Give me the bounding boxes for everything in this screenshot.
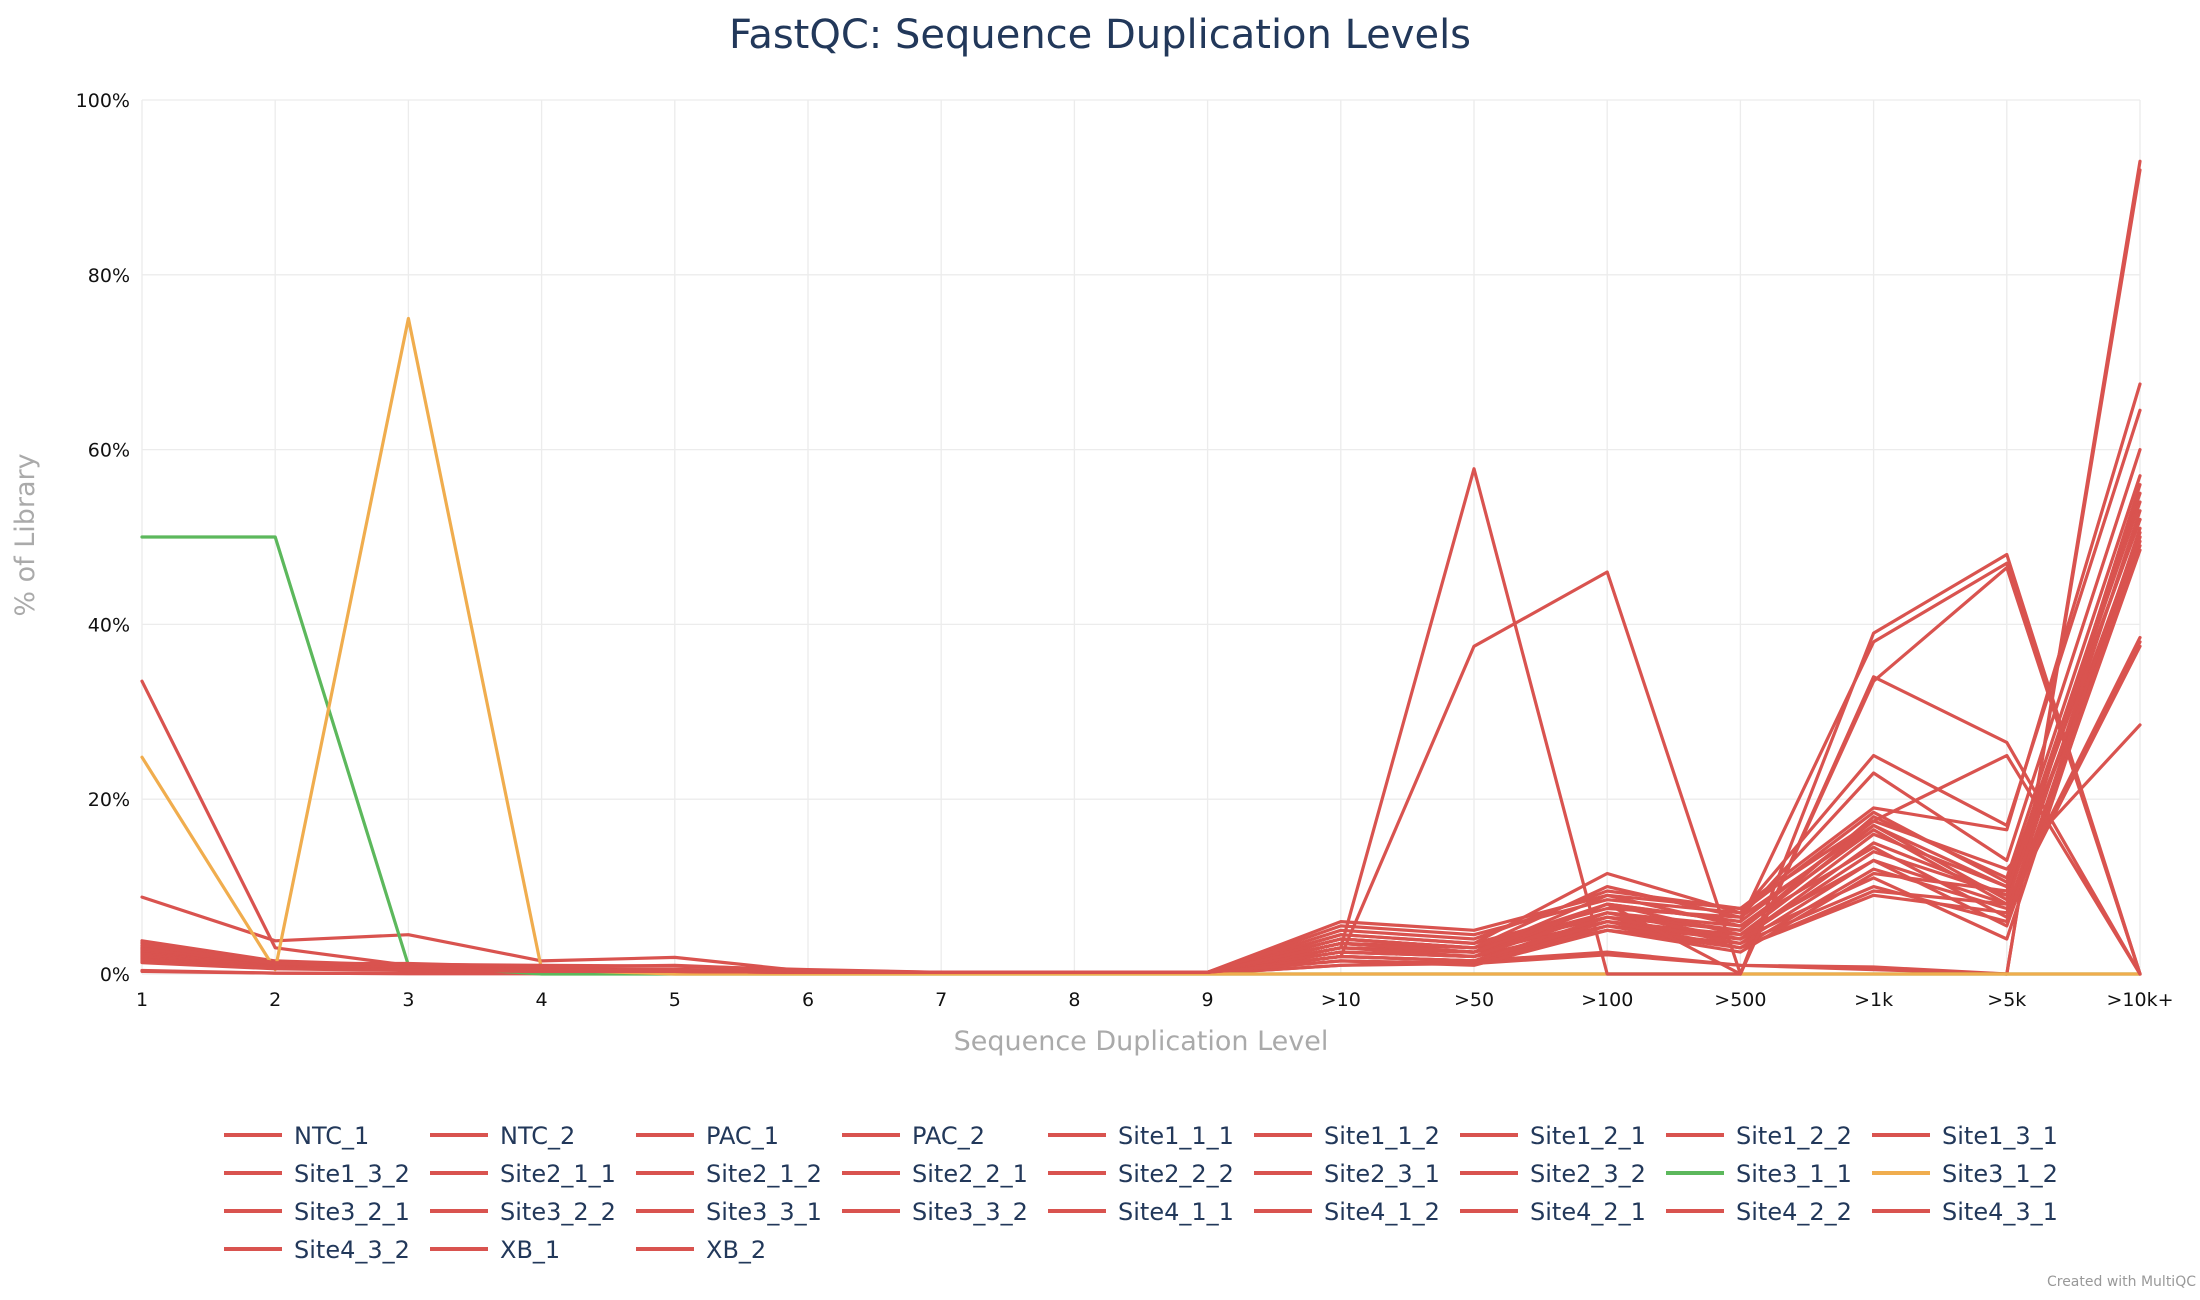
legend-item-Site1_3_1[interactable]: Site1_3_1: [1872, 1122, 2058, 1150]
x-tick-label: >10k+: [2106, 989, 2173, 1011]
series-line-PAC_2[interactable]: [140, 552, 2142, 976]
x-tick-label: 5: [669, 989, 681, 1011]
legend-item-Site4_3_1[interactable]: Site4_3_1: [1872, 1198, 2058, 1226]
legend-item-Site1_2_1[interactable]: Site1_2_1: [1460, 1122, 1646, 1150]
legend-label: Site1_1_1: [1118, 1122, 1234, 1150]
series-line-Site2_3_2[interactable]: [140, 635, 2142, 974]
legend-item-Site3_3_2[interactable]: Site3_3_2: [842, 1198, 1028, 1226]
legend-label: Site2_3_1: [1324, 1160, 1440, 1188]
y-tick-label: 0%: [100, 964, 130, 986]
legend-label: PAC_1: [706, 1122, 779, 1150]
legend-label: Site4_2_2: [1736, 1198, 1852, 1226]
legend-item-Site2_2_1[interactable]: Site2_2_1: [842, 1160, 1028, 1188]
legend-item-XB_1[interactable]: XB_1: [430, 1236, 560, 1264]
legend-label: Site3_1_1: [1736, 1160, 1852, 1188]
x-tick-label: 4: [536, 989, 548, 1011]
x-tick-label: 9: [1202, 989, 1214, 1011]
legend-label: Site3_3_2: [912, 1198, 1028, 1226]
x-tick-label: >1k: [1854, 989, 1893, 1011]
series-line-XB_2[interactable]: [140, 565, 2142, 976]
legend-item-Site2_1_2[interactable]: Site2_1_2: [636, 1160, 822, 1188]
legend-item-Site3_2_2[interactable]: Site3_2_2: [430, 1198, 616, 1226]
legend-label: Site2_3_2: [1530, 1160, 1646, 1188]
legend-item-Site1_3_2[interactable]: Site1_3_2: [224, 1160, 410, 1188]
legend-label: Site1_1_2: [1324, 1122, 1440, 1150]
legend-label: Site3_2_1: [294, 1198, 410, 1226]
series-lines: [140, 159, 2142, 976]
x-tick-label: >100: [1581, 989, 1633, 1011]
legend-item-Site4_2_1[interactable]: Site4_2_1: [1460, 1198, 1646, 1226]
x-tick-label: >10: [1321, 989, 1361, 1011]
legend-item-Site4_2_2[interactable]: Site4_2_2: [1666, 1198, 1852, 1226]
x-tick-label: 7: [935, 989, 947, 1011]
legend-label: Site2_2_1: [912, 1160, 1028, 1188]
legend-item-Site4_3_2[interactable]: Site4_3_2: [224, 1236, 410, 1264]
legend-item-Site1_2_2[interactable]: Site1_2_2: [1666, 1122, 1852, 1150]
x-tick-label: 1: [136, 989, 148, 1011]
series-line-Site1_2_2[interactable]: [140, 474, 2142, 974]
series-line-Site3_1_2[interactable]: [140, 316, 2142, 976]
x-tick-label: 3: [402, 989, 414, 1011]
legend-item-Site4_1_1[interactable]: Site4_1_1: [1048, 1198, 1234, 1226]
y-tick-label: 80%: [88, 265, 130, 287]
x-tick-label: 2: [269, 989, 281, 1011]
x-axis-ticks: 1 2 3 4 5 6 7 8 9 >10 >50 >100 >500 >1k >5k >10k+: [136, 989, 2174, 1011]
y-axis-title: % of Library: [10, 453, 41, 616]
legend: NTC_1 NTC_2 PAC_1 PAC_2 Site1_1_1 Site1_1_2 Si…: [224, 1122, 2058, 1264]
legend-item-Site4_1_2[interactable]: Site4_1_2: [1254, 1198, 1440, 1226]
legend-label: XB_1: [500, 1236, 560, 1264]
legend-item-Site3_3_1[interactable]: Site3_3_1: [636, 1198, 822, 1226]
legend-item-PAC_1[interactable]: PAC_1: [636, 1122, 779, 1150]
legend-label: Site4_2_1: [1530, 1198, 1646, 1226]
series-line-Site4_2_1[interactable]: [140, 509, 2142, 974]
legend-label: Site3_3_1: [706, 1198, 822, 1226]
y-tick-label: 100%: [76, 90, 130, 112]
chart-title: FastQC: Sequence Duplication Levels: [729, 12, 1471, 58]
x-tick-label: >5k: [1987, 989, 2026, 1011]
legend-label: Site2_2_2: [1118, 1160, 1234, 1188]
legend-label: Site3_1_2: [1942, 1160, 2058, 1188]
legend-label: NTC_1: [294, 1122, 369, 1150]
y-tick-label: 20%: [88, 789, 130, 811]
y-axis-ticks: 0% 20% 40% 60% 80% 100%: [76, 90, 130, 986]
legend-item-Site1_1_2[interactable]: Site1_1_2: [1254, 1122, 1440, 1150]
legend-label: Site1_2_2: [1736, 1122, 1852, 1150]
legend-item-Site2_3_2[interactable]: Site2_3_2: [1460, 1160, 1646, 1188]
legend-label: Site1_3_1: [1942, 1122, 2058, 1150]
legend-item-Site1_1_1[interactable]: Site1_1_1: [1048, 1122, 1234, 1150]
legend-item-Site3_2_1[interactable]: Site3_2_1: [224, 1198, 410, 1226]
legend-label: Site4_3_2: [294, 1236, 410, 1264]
x-tick-label: 8: [1068, 989, 1080, 1011]
legend-item-Site2_1_1[interactable]: Site2_1_1: [430, 1160, 616, 1188]
legend-item-NTC_1[interactable]: NTC_1: [224, 1122, 369, 1150]
series-line-Site1_1_1[interactable]: [140, 382, 2142, 974]
grid: [141, 99, 2141, 975]
legend-label: Site4_3_1: [1942, 1198, 2058, 1226]
y-tick-label: 40%: [88, 614, 130, 636]
legend-item-Site3_1_2[interactable]: Site3_1_2: [1872, 1160, 2058, 1188]
x-tick-label: 6: [802, 989, 814, 1011]
legend-item-PAC_2[interactable]: PAC_2: [842, 1122, 985, 1150]
y-tick-label: 60%: [88, 440, 130, 462]
legend-label: XB_2: [706, 1236, 766, 1264]
x-tick-label: >50: [1454, 989, 1494, 1011]
legend-label: Site2_1_1: [500, 1160, 616, 1188]
legend-item-XB_2[interactable]: XB_2: [636, 1236, 766, 1264]
x-axis-title: Sequence Duplication Level: [954, 1026, 1329, 1057]
legend-label: Site1_3_2: [294, 1160, 410, 1188]
legend-label: Site1_2_1: [1530, 1122, 1646, 1150]
legend-item-Site2_3_1[interactable]: Site2_3_1: [1254, 1160, 1440, 1188]
legend-label: Site3_2_2: [500, 1198, 616, 1226]
legend-label: PAC_2: [912, 1122, 985, 1150]
legend-label: NTC_2: [500, 1122, 575, 1150]
legend-label: Site2_1_2: [706, 1160, 822, 1188]
legend-label: Site4_1_2: [1324, 1198, 1440, 1226]
legend-item-Site2_2_2[interactable]: Site2_2_2: [1048, 1160, 1234, 1188]
legend-item-NTC_2[interactable]: NTC_2: [430, 1122, 575, 1150]
x-tick-label: >500: [1714, 989, 1766, 1011]
legend-item-Site3_1_1[interactable]: Site3_1_1: [1666, 1160, 1852, 1188]
legend-label: Site4_1_1: [1118, 1198, 1234, 1226]
multiqc-credit[interactable]: Created with MultiQC: [2047, 1274, 2196, 1290]
